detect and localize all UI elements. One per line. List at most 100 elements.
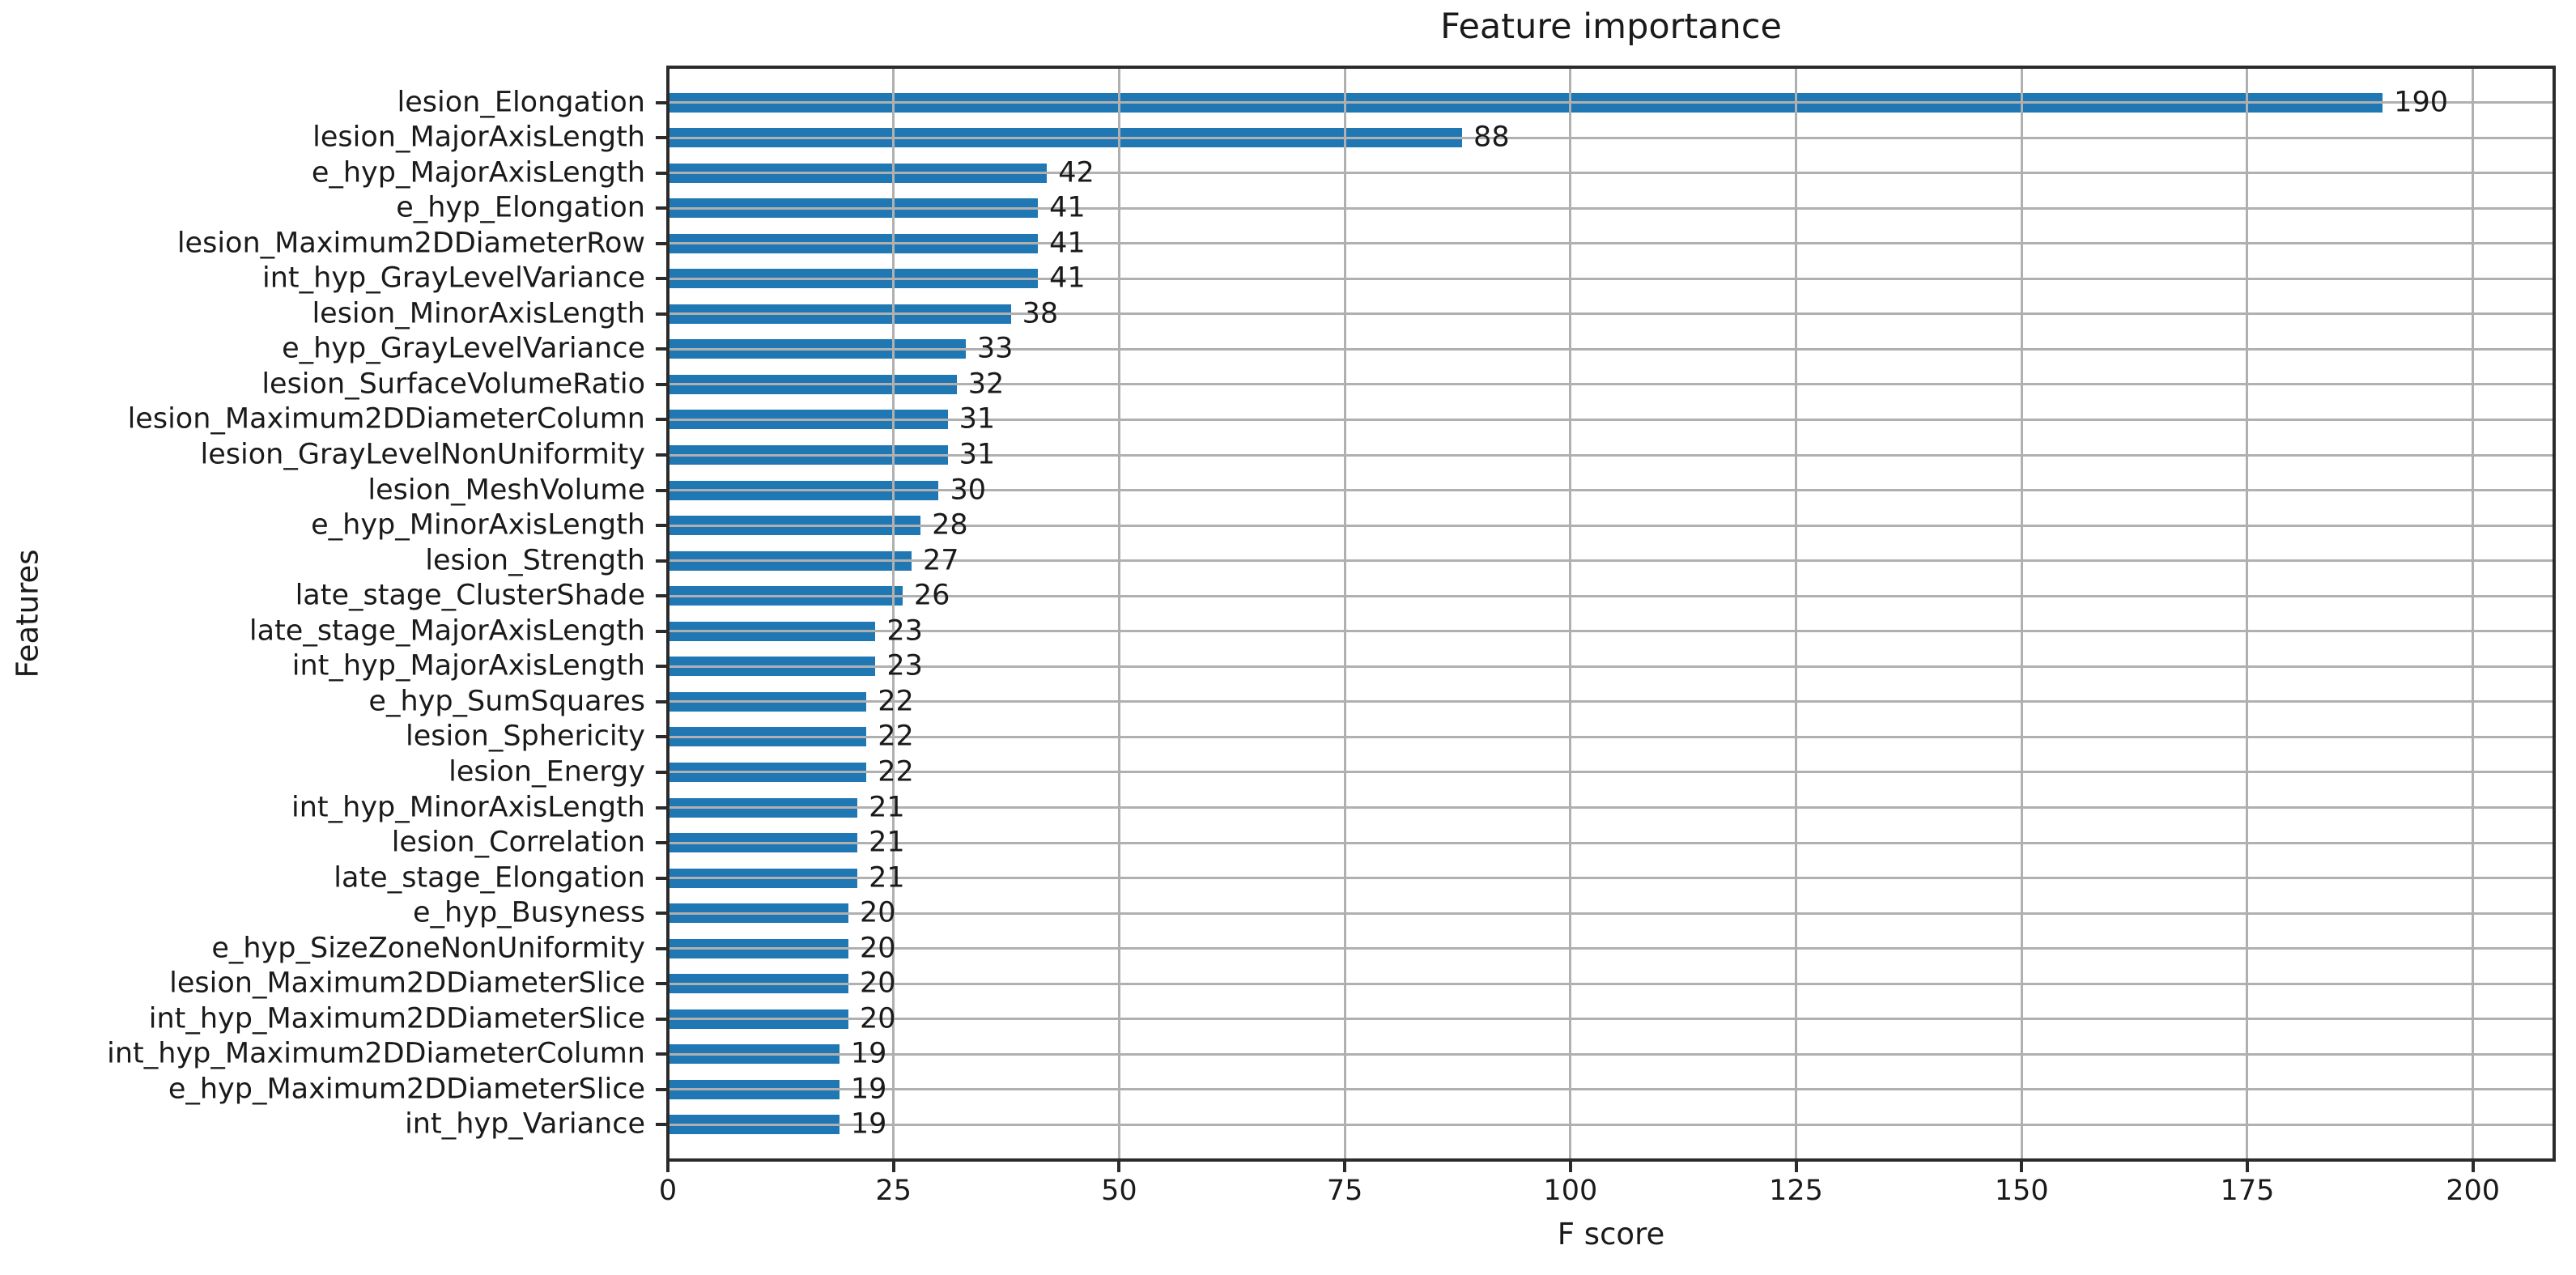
bar-value-label: 30: [950, 474, 986, 507]
x-axis-label: F score: [1557, 1217, 1665, 1252]
y-tick-label: int_hyp_Maximum2DDiameterSlice: [148, 1002, 645, 1035]
y-tick-mark: [656, 382, 668, 386]
bar-value-label: 21: [869, 791, 905, 824]
bar-value-label: 19: [850, 1107, 887, 1141]
bar-value-label: 19: [850, 1073, 887, 1106]
y-gridline: [668, 524, 2554, 527]
y-tick-mark: [656, 1087, 668, 1091]
plot-area: 190 88 42 41 41 41 38 33 32 31 31 30 28 27 26 23 23 22 22 2…: [668, 67, 2554, 1160]
x-tick-mark: [891, 1160, 895, 1172]
y-tick-mark: [656, 982, 668, 986]
y-gridline: [668, 982, 2554, 985]
bar-value-label: 31: [959, 438, 996, 471]
y-tick-mark: [656, 594, 668, 598]
x-gridline: [1117, 67, 1120, 1160]
x-tick-label: 175: [2220, 1175, 2275, 1207]
y-tick-label: int_hyp_MajorAxisLength: [291, 649, 645, 682]
x-gridline: [2472, 67, 2475, 1160]
y-tick-label: e_hyp_SizeZoneNonUniformity: [211, 932, 645, 965]
chart-title: Feature importance: [1440, 6, 1782, 47]
y-tick-label: int_hyp_Variance: [405, 1107, 645, 1141]
y-tick-mark: [656, 171, 668, 175]
y-tick-label: lesion_MeshVolume: [368, 474, 645, 507]
y-gridline: [668, 841, 2554, 844]
y-tick-mark: [656, 347, 668, 351]
y-tick-label: e_hyp_Busyness: [413, 896, 645, 929]
x-gridline: [1343, 67, 1346, 1160]
y-tick-label: lesion_Strength: [425, 544, 645, 577]
y-tick-mark: [656, 805, 668, 810]
y-tick-mark: [656, 524, 668, 528]
y-tick-label: e_hyp_MinorAxisLength: [311, 508, 645, 542]
y-gridline: [668, 771, 2554, 774]
x-gridline: [1795, 67, 1798, 1160]
y-tick-label: lesion_MajorAxisLength: [312, 121, 645, 154]
x-tick-label: 200: [2446, 1175, 2501, 1207]
x-tick-mark: [1568, 1160, 1572, 1172]
y-tick-label: int_hyp_Maximum2DDiameterColumn: [107, 1037, 645, 1070]
x-tick-label: 100: [1543, 1175, 1598, 1207]
y-tick-mark: [656, 1052, 668, 1056]
bar-value-label: 88: [1473, 121, 1510, 154]
bar-value-label: 42: [1058, 156, 1095, 189]
x-tick-mark: [2020, 1160, 2024, 1172]
x-tick-label: 150: [1994, 1175, 2049, 1207]
y-tick-label: lesion_Maximum2DDiameterRow: [176, 227, 645, 260]
y-tick-label: lesion_Maximum2DDiameterSlice: [169, 967, 645, 1000]
y-tick-mark: [656, 735, 668, 739]
y-gridline: [668, 418, 2554, 421]
x-tick-label: 0: [658, 1175, 678, 1207]
bar-value-label: 19: [850, 1037, 887, 1070]
y-gridline: [668, 559, 2554, 563]
y-tick-label: int_hyp_MinorAxisLength: [291, 791, 645, 824]
y-tick-mark: [656, 559, 668, 563]
y-tick-mark: [656, 912, 668, 916]
y-tick-mark: [656, 312, 668, 316]
x-tick-mark: [2245, 1160, 2249, 1172]
y-tick-mark: [656, 946, 668, 950]
y-gridline: [668, 735, 2554, 738]
y-tick-mark: [656, 1017, 668, 1021]
y-tick-label: e_hyp_Elongation: [396, 191, 645, 224]
x-tick-mark: [1794, 1160, 1798, 1172]
y-tick-mark: [656, 488, 668, 492]
y-tick-mark: [656, 876, 668, 880]
bar-value-label: 28: [932, 508, 968, 542]
y-tick-label: e_hyp_Maximum2DDiameterSlice: [168, 1073, 645, 1106]
bar-value-label: 33: [976, 332, 1014, 365]
x-tick-mark: [1343, 1160, 1347, 1172]
y-gridline: [668, 665, 2554, 668]
y-gridline: [668, 877, 2554, 880]
y-tick-mark: [656, 277, 668, 281]
bar-value-label: 21: [869, 861, 905, 895]
y-tick-label: lesion_Sphericity: [406, 720, 645, 753]
y-gridline: [668, 453, 2554, 457]
y-tick-mark: [656, 136, 668, 140]
bar-value-label: 20: [859, 932, 896, 965]
y-gridline: [668, 1052, 2554, 1056]
y-tick-label: lesion_Elongation: [397, 86, 645, 119]
bar-value-label: 31: [959, 402, 996, 436]
x-tick-label: 25: [875, 1175, 912, 1207]
y-gridline: [668, 136, 2554, 139]
x-tick-mark: [2471, 1160, 2475, 1172]
y-tick-label: lesion_GrayLevelNonUniformity: [200, 438, 645, 471]
bar-value-label: 41: [1049, 191, 1086, 224]
y-tick-mark: [656, 629, 668, 633]
bar-value-label: 41: [1049, 227, 1086, 260]
bar-value-label: 20: [859, 967, 896, 1000]
y-gridline: [668, 242, 2554, 245]
y-tick-mark: [656, 206, 668, 210]
x-tick-mark: [666, 1160, 670, 1172]
y-gridline: [668, 630, 2554, 633]
y-tick-label: e_hyp_SumSquares: [368, 685, 645, 718]
y-tick-label: lesion_SurfaceVolumeRatio: [261, 368, 645, 401]
bar-value-label: 20: [859, 896, 896, 929]
y-tick-mark: [656, 665, 668, 669]
bar-value-label: 23: [886, 614, 923, 648]
y-gridline: [668, 101, 2554, 104]
bar-value-label: 21: [869, 826, 905, 859]
y-gridline: [668, 277, 2554, 280]
x-gridline: [2020, 67, 2023, 1160]
y-gridline: [668, 312, 2554, 316]
